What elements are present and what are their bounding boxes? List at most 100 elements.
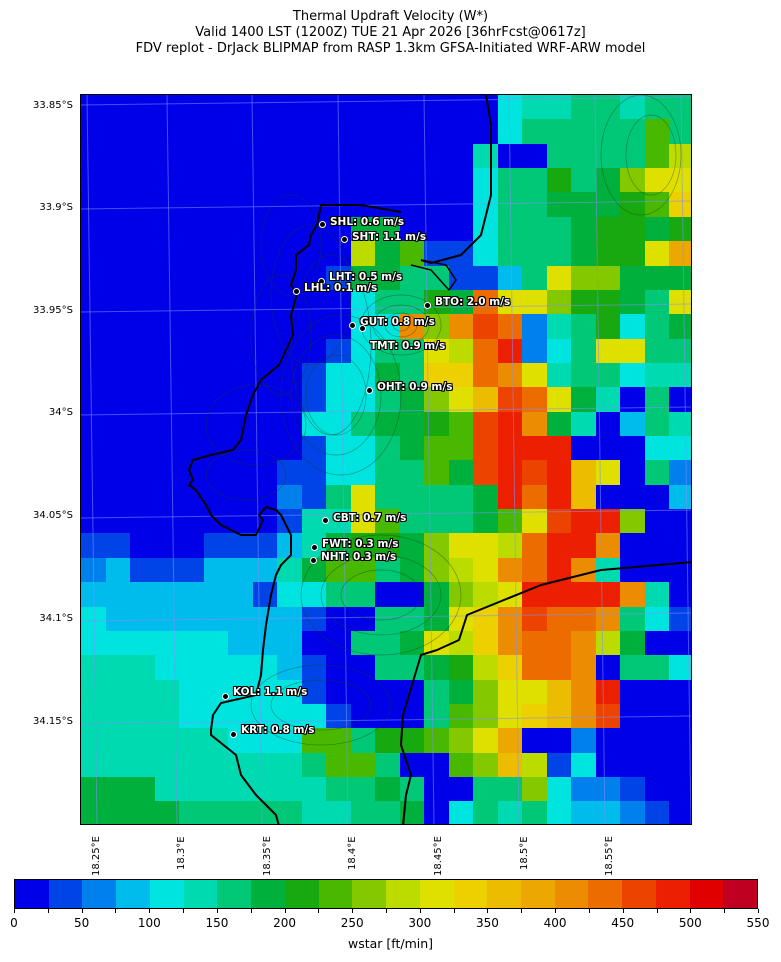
heatmap-cell — [228, 777, 253, 802]
y-tick-label: 33.85°S — [33, 100, 73, 111]
heatmap-cell — [350, 168, 375, 193]
heatmap-cell — [424, 460, 449, 485]
heatmap-cell — [399, 460, 424, 485]
heatmap-cell — [154, 362, 179, 388]
heatmap-cell — [130, 655, 155, 680]
heatmap-cell — [571, 411, 596, 437]
heatmap-cell — [301, 314, 326, 339]
heatmap-cell — [448, 119, 473, 144]
heatmap-cell — [399, 362, 424, 388]
heatmap-cell — [448, 216, 473, 242]
heatmap-cell — [301, 703, 326, 729]
heatmap-cell — [375, 557, 400, 583]
colorbar-bin — [453, 880, 488, 908]
heatmap-cell — [81, 777, 106, 802]
heatmap-cell — [252, 533, 277, 558]
y-tick-label: 34°S — [48, 407, 73, 418]
heatmap-cell — [203, 119, 228, 144]
heatmap-cell — [497, 484, 522, 510]
heatmap-cell — [571, 728, 596, 753]
heatmap-cell — [546, 216, 571, 242]
heatmap-cell — [105, 338, 130, 363]
heatmap-cell — [154, 387, 179, 412]
heatmap-cell — [179, 338, 204, 363]
heatmap-cell — [203, 484, 228, 510]
heatmap-cell — [644, 265, 669, 290]
heatmap-cell — [620, 119, 645, 144]
colorbar-tick-label: 350 — [476, 916, 499, 930]
heatmap-cell — [399, 582, 424, 607]
heatmap-cell — [228, 168, 253, 193]
heatmap-cell — [203, 752, 228, 778]
heatmap-cell — [669, 630, 691, 656]
heatmap-cell — [277, 752, 302, 778]
heatmap-cell — [448, 168, 473, 193]
y-tick-label: 33.95°S — [33, 305, 73, 316]
heatmap-cell — [669, 241, 691, 266]
heatmap-cell — [522, 460, 547, 485]
heatmap-cell — [252, 484, 277, 510]
heatmap-cell — [497, 557, 522, 583]
heatmap-cell — [179, 411, 204, 437]
station-label-fwt: FWT: 0.3 m/s — [322, 538, 399, 550]
heatmap-cell — [179, 728, 204, 753]
heatmap-cell — [252, 192, 277, 217]
heatmap-cell — [473, 192, 498, 217]
heatmap-cell — [252, 338, 277, 363]
heatmap-cell — [424, 777, 449, 802]
chart-title: Thermal Updraft Velocity (W*) — [292, 9, 489, 24]
heatmap-cell — [497, 192, 522, 217]
heatmap-cell — [644, 411, 669, 437]
colorbar-tick-label: 0 — [10, 916, 18, 930]
heatmap-cell — [644, 752, 669, 778]
heatmap-cell — [497, 289, 522, 315]
heatmap-cell — [546, 362, 571, 388]
heatmap-cell — [399, 630, 424, 656]
heatmap-cell — [252, 265, 277, 290]
heatmap-cell — [399, 119, 424, 144]
heatmap-cell — [252, 241, 277, 266]
colorbar-bin — [15, 880, 49, 908]
colorbar-tick — [14, 909, 15, 913]
heatmap-cell — [130, 143, 155, 169]
colorbar-bin — [588, 880, 623, 908]
heatmap-cell — [277, 801, 302, 824]
station-marker-cbt — [321, 516, 329, 524]
heatmap-cell — [179, 679, 204, 704]
heatmap-cell — [522, 655, 547, 680]
chart-subtitle-source: FDV replot - DrJack BLIPMAP from RASP 1.… — [135, 41, 646, 56]
heatmap-cell — [252, 216, 277, 242]
heatmap-cell — [375, 216, 400, 242]
colorbar-tick — [724, 909, 726, 913]
colorbar-tick-label: 550 — [746, 916, 770, 930]
heatmap-cell — [252, 362, 277, 388]
heatmap-cell — [620, 460, 645, 485]
station-marker-lhl — [292, 287, 300, 295]
heatmap-cell — [399, 143, 424, 169]
heatmap-cell — [277, 728, 302, 753]
heatmap-cell — [203, 509, 228, 534]
heatmap-cell — [620, 801, 645, 824]
heatmap-cell — [669, 95, 691, 120]
heatmap-cell — [301, 606, 326, 631]
colorbar-tick — [622, 909, 624, 913]
heatmap-cell — [424, 606, 449, 631]
terrain-contours — [205, 95, 682, 746]
heatmap-cell — [620, 362, 645, 388]
heatmap-cell — [301, 119, 326, 144]
heatmap-cell — [130, 703, 155, 729]
heatmap-cell — [620, 630, 645, 656]
heatmap-cell — [571, 241, 596, 266]
heatmap-cell — [326, 777, 351, 802]
heatmap-cell — [620, 582, 645, 607]
heatmap-cell — [669, 752, 691, 778]
colorbar-tick — [183, 909, 185, 913]
heatmap-cell — [571, 387, 596, 412]
heatmap-cell — [522, 533, 547, 558]
heatmap-cell — [644, 533, 669, 558]
heatmap-cell — [228, 655, 253, 680]
heatmap-cell — [546, 606, 571, 631]
heatmap-cell — [546, 119, 571, 144]
heatmap-cell — [179, 582, 204, 607]
heatmap-cell — [571, 655, 596, 680]
